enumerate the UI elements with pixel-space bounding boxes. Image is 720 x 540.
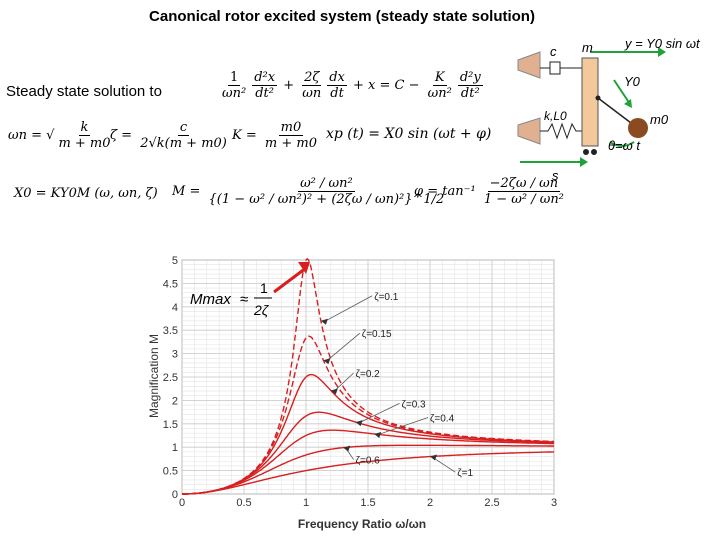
x-tick-label: 2 xyxy=(427,497,433,509)
k-definition: K = m0 m + m0 xyxy=(232,120,317,151)
rotor-arm xyxy=(597,97,636,127)
diagram-y-label: y = Y0 sin ωt xyxy=(624,36,701,51)
svg-text:≈: ≈ xyxy=(240,291,248,308)
diagram-m0-label: m0 xyxy=(650,112,669,127)
x0-definition: X0 = KY0M (ω, ωn, ζ) xyxy=(14,186,158,201)
x-tick-label: 0 xyxy=(179,497,185,509)
diagram-m-label: m xyxy=(582,40,593,55)
wheel-icon xyxy=(583,149,589,155)
series-line xyxy=(182,444,554,495)
x-tick-label: 2.5 xyxy=(484,497,499,509)
diagram-theta-label: θ=ω t xyxy=(608,138,641,153)
phase-definition: φ = tan⁻¹ −2ζω / ωn 1 − ω² / ωn² xyxy=(414,176,564,207)
y-tick-label: 0 xyxy=(172,489,178,501)
spring xyxy=(540,122,582,140)
y-tick-label: 3.5 xyxy=(163,325,178,337)
left-wall-upper xyxy=(517,51,541,79)
leader-arrowhead xyxy=(323,358,331,365)
leader-arrowhead xyxy=(343,445,351,452)
zeta-definition: ζ = c 2√k(m + m0) xyxy=(110,120,227,151)
series-label-leader xyxy=(333,372,354,392)
y-tick-label: 2.5 xyxy=(163,372,178,384)
x-tick-label: 1 xyxy=(303,497,309,509)
wheel-icon xyxy=(591,149,597,155)
y-tick-label: 1.5 xyxy=(163,419,178,431)
magnification-chart: 0 0.5 1 1.5 2 2.5 3 0 0.5 1 1.5 2 2.5 3 3.5 4 4.5 5 ζ=0.1… xyxy=(147,255,557,531)
series-label-leader xyxy=(358,403,400,424)
diagram-s-label: s xyxy=(552,168,559,183)
series-label: ζ=0.6 xyxy=(356,456,381,467)
page-title: Canonical rotor excited system (steady s… xyxy=(149,8,535,25)
series-label: ζ=0.1 xyxy=(374,292,399,303)
diagram-kl0-label: k,L0 xyxy=(544,109,567,123)
particular-solution: xp (t) = X0 sin (ωt + φ) xyxy=(326,126,492,142)
mmax-num: 1 xyxy=(260,280,268,296)
pivot-icon xyxy=(595,95,601,101)
series-label: ζ=0.4 xyxy=(430,413,455,424)
series-line xyxy=(182,429,555,495)
mmax-annotation: Mmax ≈ 1 2ζ xyxy=(190,262,310,318)
damper xyxy=(540,61,582,75)
series-label-leader xyxy=(432,457,456,473)
y-tick-label: 0.5 xyxy=(163,466,178,478)
magnification-definition: M = ω² / ωn² {(1 − ω² / ωn²)² + (2ζω / ωn… xyxy=(172,176,445,207)
leader-arrowhead xyxy=(430,454,437,461)
series-label: ζ=0.15 xyxy=(362,329,392,340)
y-tick-label: 3 xyxy=(172,349,178,361)
leader-arrowhead xyxy=(374,431,382,438)
rotor-system-diagram: y = Y0 sin ωt c m Y0 k,L0 m0 θ=ω t s xyxy=(517,36,701,183)
subtitle: Steady state solution to xyxy=(6,83,162,100)
leader-arrowhead xyxy=(355,420,363,427)
x-tick-label: 1.5 xyxy=(360,497,375,509)
series-label-leader xyxy=(377,417,429,436)
x-tick-label: 3 xyxy=(551,497,557,509)
y-tick-label: 2 xyxy=(172,395,178,407)
omega-n-definition: ωn = √ k m + m0 xyxy=(8,120,111,151)
y-tick-label: 1 xyxy=(172,442,178,454)
left-wall-lower xyxy=(517,117,541,145)
y-tick-label: 4.5 xyxy=(163,278,178,290)
y-tick-label: 5 xyxy=(172,255,178,267)
leader-arrowhead xyxy=(320,318,328,325)
diagram-y0-label: Y0 xyxy=(624,74,641,89)
series-line xyxy=(182,451,554,495)
mmax-den: 2ζ xyxy=(253,302,270,318)
x-tick-label: 0.5 xyxy=(236,497,251,509)
eccentric-mass xyxy=(628,118,648,138)
series-label: ζ=0.3 xyxy=(401,399,426,410)
series-label-leader xyxy=(323,295,373,323)
motion-arrows xyxy=(520,47,666,167)
y-axis-label: Magnification M xyxy=(147,334,161,418)
x-axis-label: Frequency Ratio ω/ωn xyxy=(298,517,426,531)
mass-block xyxy=(581,57,599,147)
leader-arrowhead xyxy=(330,388,338,395)
series-label-leader xyxy=(326,332,361,362)
series-label: ζ=0.2 xyxy=(356,369,381,380)
y-tick-label: 4 xyxy=(172,302,178,314)
mmax-lhs: Mmax xyxy=(190,291,231,308)
diagram-c-label: c xyxy=(550,44,557,59)
series-label: ζ=1 xyxy=(457,468,473,479)
